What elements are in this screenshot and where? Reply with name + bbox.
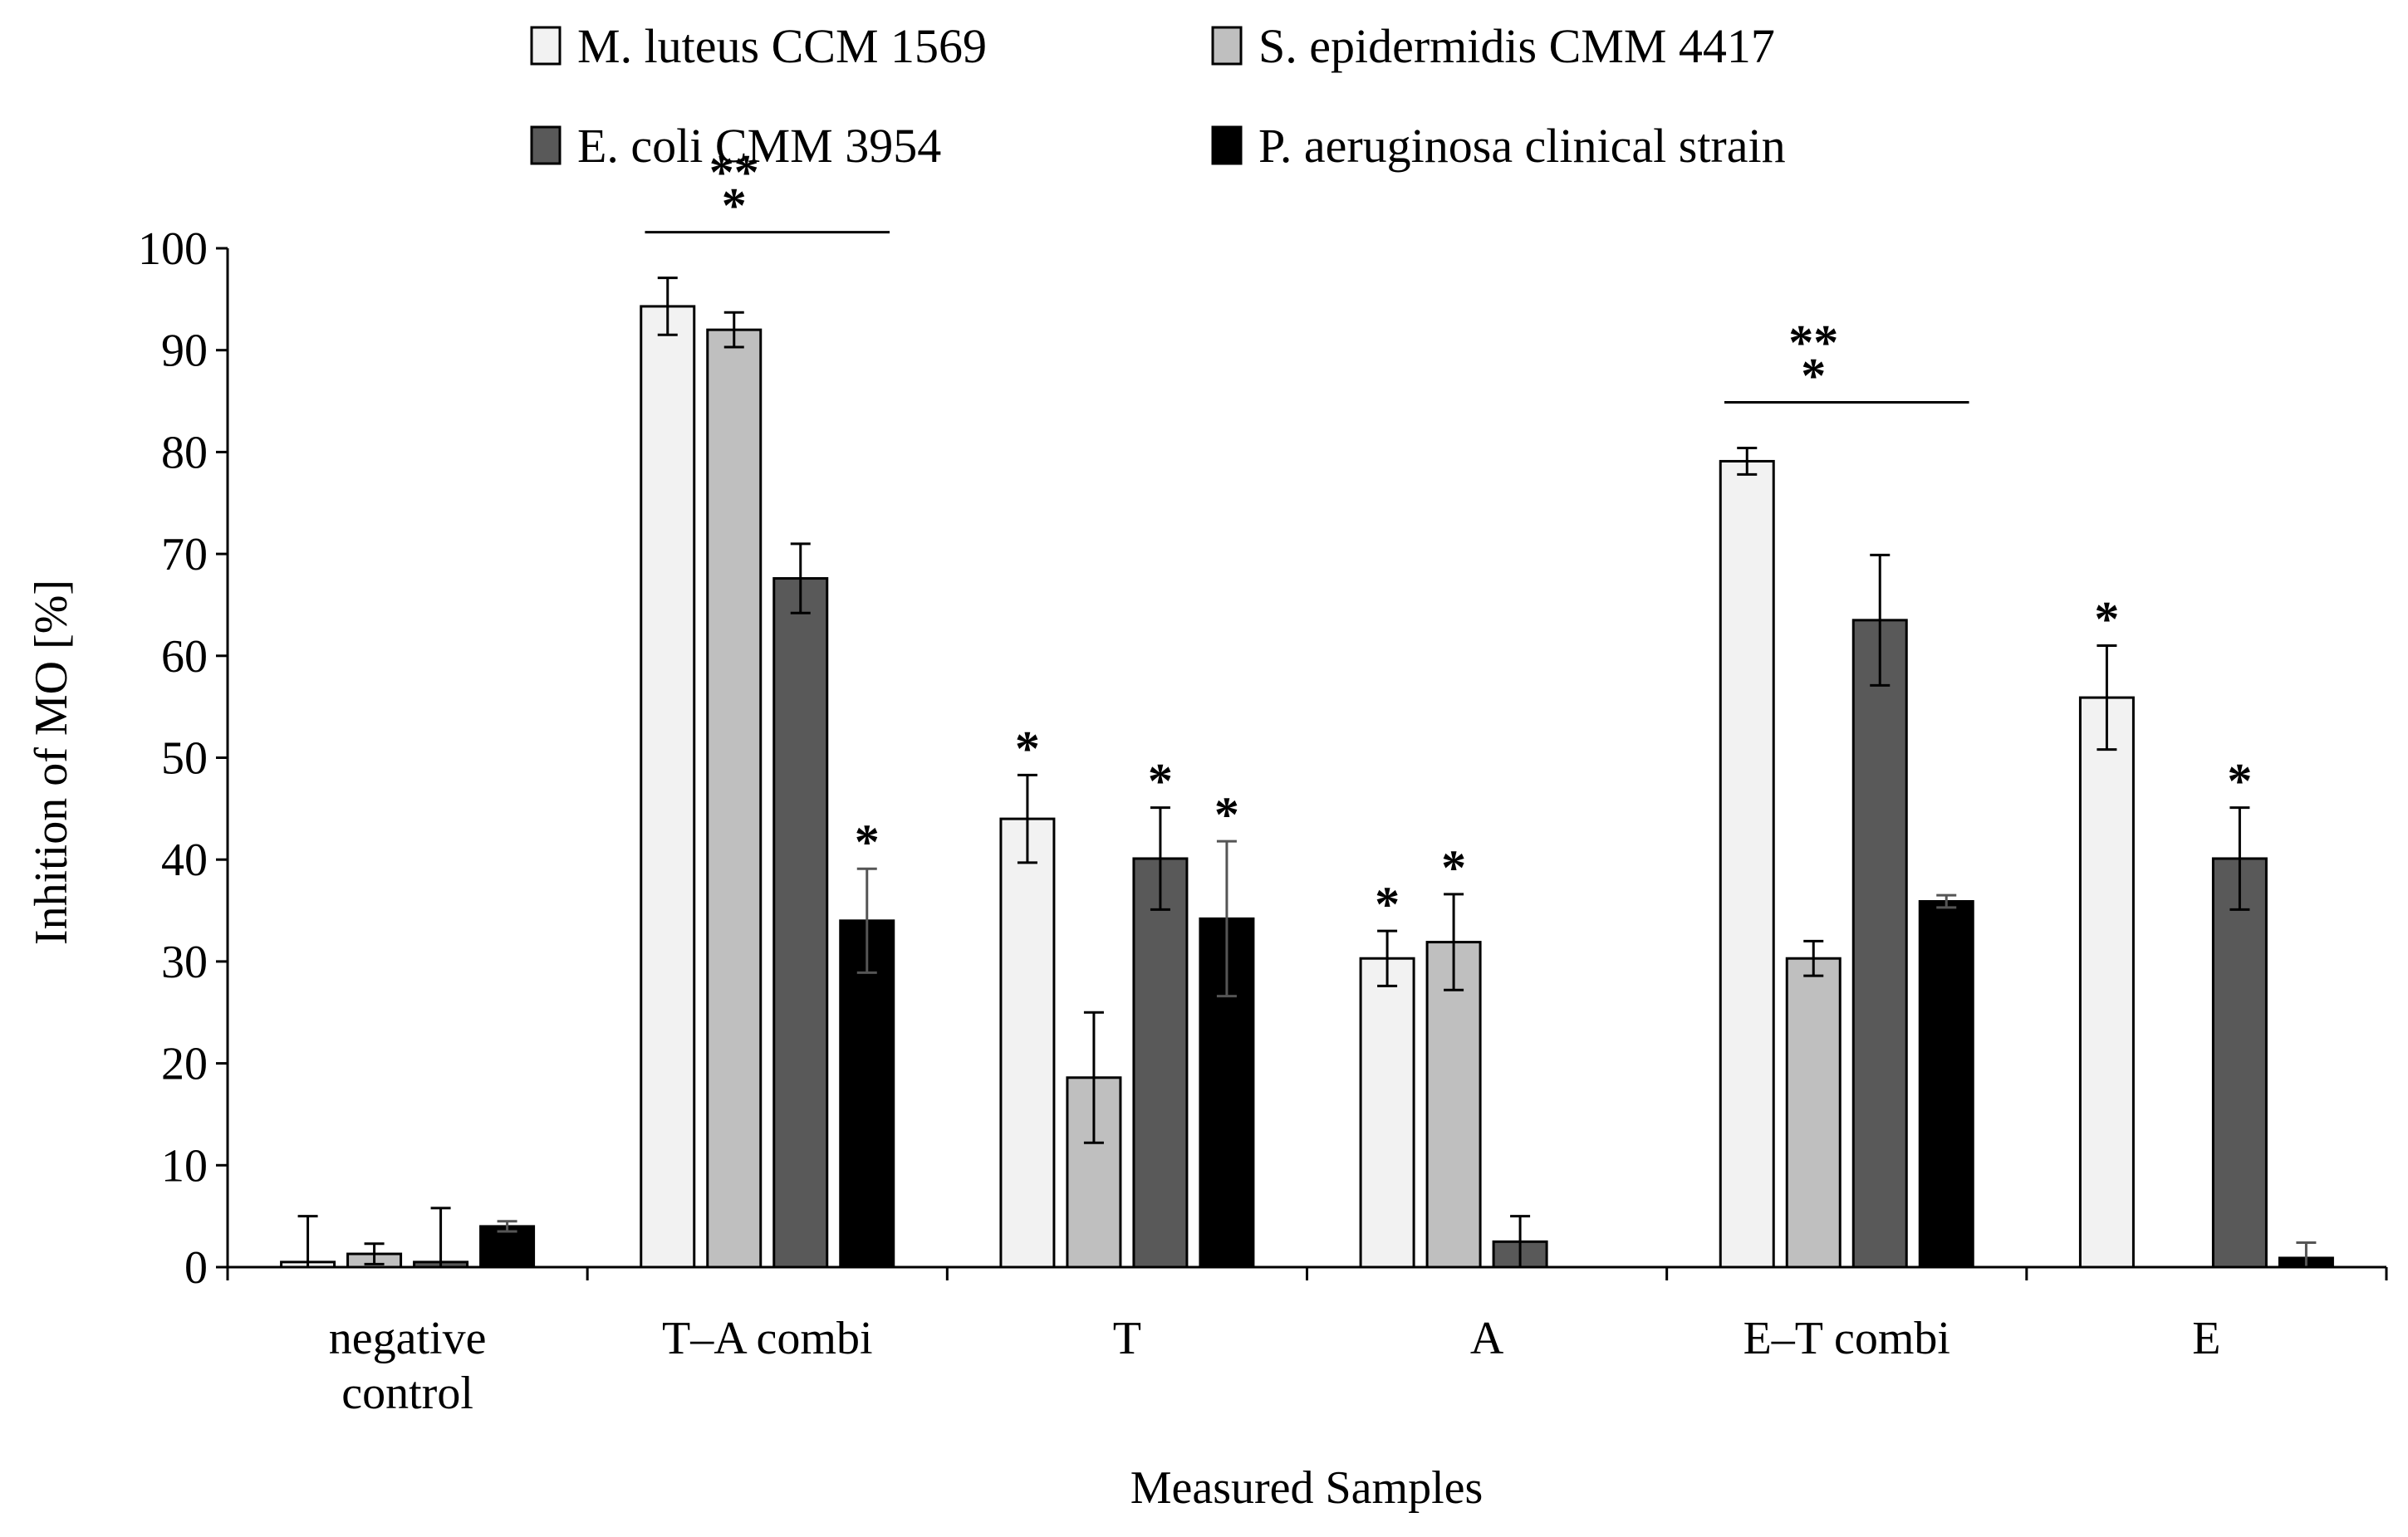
significance-star: *	[1015, 721, 1040, 776]
legend-swatch-p-aeruginosa-clinical-strain	[1211, 125, 1243, 165]
category-label-line: T–A combi	[662, 1313, 873, 1364]
bar-m-luteus-ccm-1569-e-t-combi	[1719, 459, 1775, 1269]
y-tick-label: 40	[161, 835, 208, 886]
group-significance-mark: *	[722, 179, 747, 233]
significance-star: *	[1441, 840, 1466, 895]
bar-m-luteus-ccm-1569-t-a-combi	[640, 305, 696, 1269]
y-tick-label: 100	[138, 223, 208, 275]
legend-swatch-m-luteus-ccm-1569	[530, 26, 562, 66]
significance-star: *	[2094, 592, 2119, 647]
category-label-line: T	[1113, 1313, 1141, 1364]
legend-label-e-coli-cmm-3954: E. coli CMM 3954	[577, 119, 941, 173]
category-label-a: A	[1470, 1313, 1504, 1364]
legend-label-m-luteus-ccm-1569: M. luteus CCM 1569	[577, 19, 987, 73]
bars-layer	[280, 277, 2334, 1269]
bar-e-coli-cmm-3954-e	[2211, 857, 2268, 1269]
legend-label-p-aeruginosa-clinical-strain: P. aeruginosa clinical strain	[1258, 119, 1786, 173]
y-tick-label: 10	[161, 1140, 208, 1192]
bar-s-epidermidis-cmm-4417-e-t-combi	[1785, 957, 1842, 1269]
significance-star: *	[1375, 877, 1400, 932]
category-label-e: E	[2192, 1313, 2220, 1364]
y-tick-label: 30	[161, 937, 208, 988]
bar-e-coli-cmm-3954-e-t-combi	[1851, 619, 1908, 1269]
bar-p-aeruginosa-clinical-strain-negative-control	[479, 1225, 536, 1269]
legend-swatch-s-epidermidis-cmm-4417	[1211, 26, 1243, 66]
significance-star: *	[2227, 754, 2252, 809]
annotations-layer: ***** *********	[645, 145, 2252, 932]
bar-m-luteus-ccm-1569-t	[999, 817, 1056, 1269]
bar-m-luteus-ccm-1569-e	[2078, 696, 2135, 1269]
y-tick-label: 70	[161, 529, 208, 580]
category-label-line: E	[2192, 1313, 2220, 1364]
y-tick-label: 60	[161, 631, 208, 683]
y-tick-label: 80	[161, 427, 208, 478]
category-label-line: negative	[329, 1313, 487, 1364]
category-label-line: E–T combi	[1743, 1313, 1950, 1364]
y-tick-label: 20	[161, 1039, 208, 1090]
legend-label-s-epidermidis-cmm-4417: S. epidermidis CMM 4417	[1258, 19, 1775, 73]
bar-m-luteus-ccm-1569-a	[1359, 957, 1415, 1269]
bar-s-epidermidis-cmm-4417-t-a-combi	[706, 328, 763, 1269]
legend: M. luteus CCM 1569 S. epidermidis CMM 441…	[530, 19, 1786, 173]
bar-p-aeruginosa-clinical-strain-e-t-combi	[1918, 900, 1974, 1269]
category-label-line: control	[341, 1368, 473, 1419]
legend-swatch-e-coli-cmm-3954	[530, 125, 562, 165]
group-significance-mark: **	[1788, 315, 1838, 370]
group-significance-mark: *	[1801, 348, 1826, 403]
category-label-negative-control: negative control	[329, 1313, 487, 1419]
significance-star: *	[855, 815, 880, 869]
category-label-t-a-combi: T–A combi	[662, 1313, 873, 1364]
y-tick-label: 90	[161, 326, 208, 377]
bar-s-epidermidis-cmm-4417-a	[1425, 941, 1482, 1269]
y-tick-label: 0	[184, 1242, 208, 1294]
axes-layer: 0 10 20 30 40 50 60 70 80 90 100 negative control T–A…	[138, 223, 2388, 1419]
significance-star: *	[1148, 754, 1173, 809]
category-label-e-t-combi: E–T combi	[1743, 1313, 1950, 1364]
x-axis-title: Measured Samples	[1130, 1462, 1484, 1514]
y-tick-label: 50	[161, 733, 208, 785]
bar-e-coli-cmm-3954-t-a-combi	[772, 577, 829, 1269]
group-significance-mark: **	[709, 145, 759, 200]
category-label-line: A	[1470, 1313, 1504, 1364]
significance-star: *	[1214, 787, 1239, 842]
y-axis-title: Inhition of MO [%]	[26, 580, 77, 945]
bar-e-coli-cmm-3954-t	[1132, 857, 1189, 1269]
category-label-t: T	[1113, 1313, 1141, 1364]
